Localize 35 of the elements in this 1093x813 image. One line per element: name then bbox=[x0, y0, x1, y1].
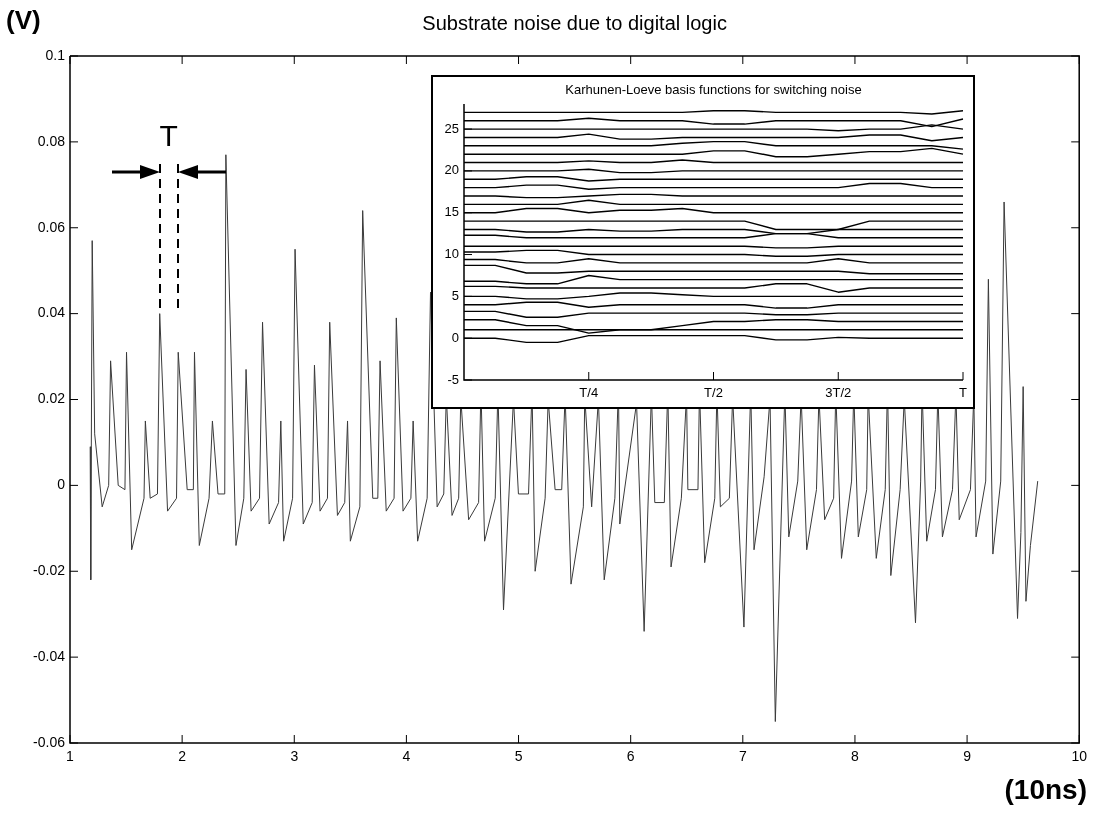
x-tick-label: 6 bbox=[626, 748, 635, 765]
x-tick-label: 4 bbox=[402, 748, 411, 765]
y-tick-label: 0 bbox=[451, 329, 459, 345]
x-tick-label: 9 bbox=[963, 748, 972, 765]
y-tick-label: 0.02 bbox=[37, 390, 66, 407]
y-tick-label: 0.04 bbox=[37, 304, 66, 321]
x-tick-label: 1 bbox=[66, 748, 75, 765]
x-tick-label: 8 bbox=[851, 748, 860, 765]
x-tick-label: 3T/2 bbox=[825, 385, 852, 401]
x-tick-label: T bbox=[959, 385, 968, 401]
y-tick-label: 25 bbox=[444, 120, 459, 136]
x-tick-label: 10 bbox=[1071, 748, 1088, 765]
x-axis-title: (10ns) bbox=[1004, 773, 1087, 805]
y-axis-title: (V) bbox=[6, 5, 41, 36]
y-tick-label: 5 bbox=[451, 287, 459, 303]
y-tick-label: -5 bbox=[447, 371, 459, 387]
y-tick-label: 15 bbox=[444, 204, 459, 220]
y-tick-label: -0.02 bbox=[33, 562, 66, 579]
y-tick-label: 0.06 bbox=[37, 218, 66, 235]
chart-title: Karhunen-Loeve basis functions for switching noise bbox=[565, 81, 862, 97]
x-tick-label: 3 bbox=[290, 748, 299, 765]
chart-title: Substrate noise due to digital logic bbox=[422, 11, 727, 34]
annotation: T bbox=[159, 118, 178, 152]
x-tick-label: T/2 bbox=[704, 385, 723, 401]
y-tick-label: 10 bbox=[444, 246, 459, 262]
y-tick-label: 0 bbox=[57, 476, 66, 493]
y-tick-label: 20 bbox=[444, 162, 459, 178]
y-tick-label: -0.04 bbox=[33, 647, 66, 664]
y-tick-label: 0.08 bbox=[37, 132, 66, 149]
x-tick-label: T/4 bbox=[579, 385, 599, 401]
x-tick-label: 5 bbox=[514, 748, 523, 765]
x-tick-label: 7 bbox=[738, 748, 747, 765]
x-tick-label: 2 bbox=[178, 748, 187, 765]
y-tick-label: 0.1 bbox=[45, 46, 66, 63]
y-tick-label: -0.06 bbox=[33, 733, 66, 750]
